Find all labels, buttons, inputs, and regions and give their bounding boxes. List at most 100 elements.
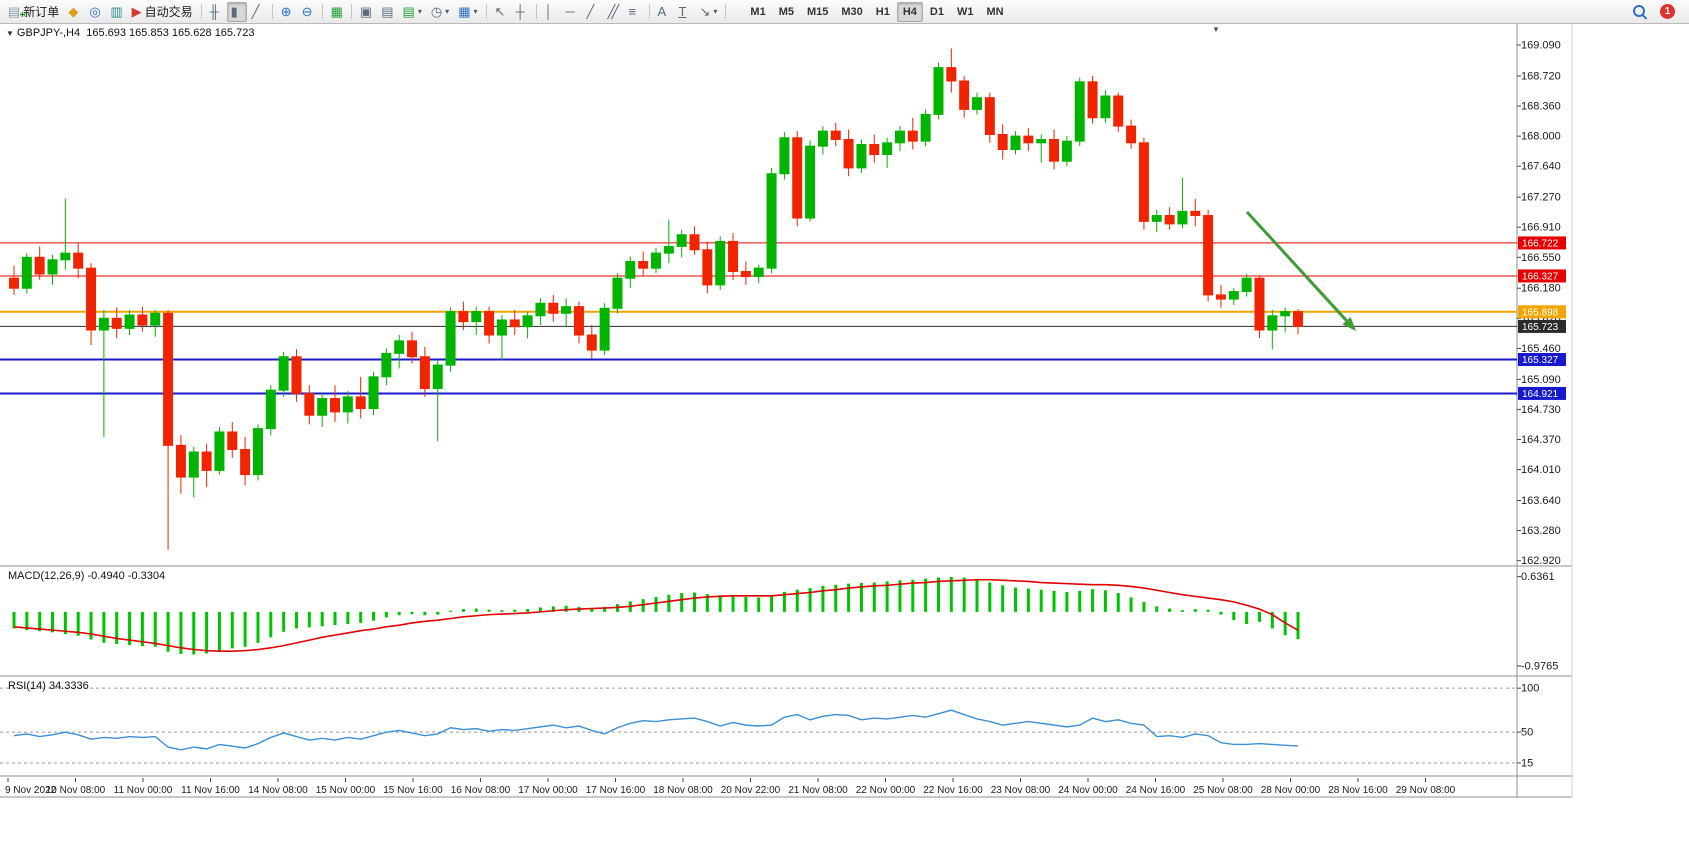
macd-histogram-bar: [217, 611, 221, 651]
notification-badge[interactable]: 1: [1660, 4, 1675, 19]
candle-body: [73, 252, 84, 269]
candle-body: [291, 356, 302, 395]
macd-histogram-bar: [898, 580, 902, 612]
candle-body: [265, 389, 276, 430]
macd-histogram-bar: [795, 589, 799, 612]
trend-arrow[interactable]: [1245, 210, 1348, 322]
line-chart-button[interactable]: ╱: [248, 2, 268, 22]
timeframe-mn-button[interactable]: MN: [980, 2, 1009, 22]
fibonacci-button[interactable]: ≡: [625, 2, 645, 22]
metaeditor-button[interactable]: ◆: [64, 2, 84, 22]
price-axis-label: 164.010: [1521, 464, 1561, 476]
candle-body: [98, 317, 109, 331]
candle-body: [612, 277, 623, 309]
timeframe-toolbar: M1 M5 M15 M30 H1 H4 D1 W1 MN: [744, 1, 1009, 22]
price-axis-label: 166.910: [1521, 222, 1561, 234]
timeframe-m30-button[interactable]: M30: [835, 2, 868, 22]
chart-header: ▼ GBPJPY-,H4 165.693 165.853 165.628 165.…: [6, 27, 254, 39]
macd-histogram-bar: [564, 605, 568, 612]
macd-histogram-bar: [76, 611, 80, 636]
chevron-down-icon: ▾: [445, 6, 450, 16]
terminal-icon: ▥: [110, 4, 123, 19]
timeframe-m5-button[interactable]: M5: [773, 2, 800, 22]
candle-body: [355, 396, 366, 410]
timeframe-m15-button[interactable]: M15: [801, 2, 834, 22]
vertical-line-button[interactable]: │: [541, 2, 561, 22]
macd-histogram-bar: [461, 609, 465, 612]
candle-body: [1203, 215, 1214, 296]
one-click-trading-toggle[interactable]: ▼: [6, 29, 14, 38]
candle-body: [227, 431, 238, 451]
macd-histogram-bar: [1142, 601, 1146, 612]
trendline-button[interactable]: ╱: [583, 2, 603, 22]
toolbar-separator: [271, 4, 273, 19]
macd-histogram-bar: [410, 611, 414, 615]
candle-body: [997, 133, 1008, 151]
macd-histogram-bar: [603, 606, 607, 612]
macd-histogram-bar: [1206, 609, 1210, 612]
candle-body: [882, 142, 893, 156]
price-axis-label: 167.270: [1521, 192, 1561, 204]
zoom-out-button[interactable]: ⊖: [298, 2, 318, 22]
price-axis-label: 166.180: [1521, 283, 1561, 295]
autotrading-button[interactable]: ▶ 自动交易: [128, 2, 197, 22]
candle-body: [1215, 294, 1226, 300]
cursor-button[interactable]: ↖: [491, 2, 511, 22]
text-button[interactable]: A: [654, 2, 674, 22]
indicators-button[interactable]: ▦: [327, 2, 347, 22]
arrow-icon: ↘: [699, 4, 711, 19]
price-tag: [1518, 386, 1566, 400]
search-icon: [1632, 4, 1647, 19]
time-axis-label: 16 Nov 08:00: [451, 785, 511, 796]
macd-histogram-bar: [782, 591, 786, 612]
macd-histogram-bar: [1257, 611, 1261, 622]
price-tag: [1518, 305, 1566, 319]
bar-chart-button[interactable]: ╫: [206, 2, 226, 22]
chart-shift-marker[interactable]: ▼: [1212, 25, 1220, 34]
time-axis-label: 24 Nov 16:00: [1126, 785, 1186, 796]
candle-body: [984, 97, 995, 135]
terminal-button[interactable]: ▥: [106, 2, 126, 22]
new-order-button[interactable]: ▤ + 新订单: [4, 2, 63, 22]
rsi-line: [13, 709, 1299, 751]
timeframe-h4-button[interactable]: H4: [896, 1, 923, 22]
price-tag: [1518, 236, 1566, 250]
cascade-windows-button[interactable]: ▤: [377, 2, 397, 22]
macd-histogram-bar: [1065, 591, 1069, 612]
trend-arrow-head[interactable]: [1342, 316, 1356, 331]
candle-body: [86, 267, 97, 331]
text-label-button[interactable]: T: [675, 2, 695, 22]
timeframe-h1-button[interactable]: H1: [870, 2, 896, 22]
horizontal-line-button[interactable]: ─: [562, 2, 582, 22]
crosshair-button[interactable]: ┼: [512, 2, 532, 22]
time-axis-label: 11 Nov 00:00: [114, 785, 173, 796]
price-tag-label: 165.723: [1522, 322, 1559, 333]
time-axis-label: 22 Nov 00:00: [856, 785, 916, 796]
macd-histogram-bar: [320, 611, 324, 627]
search-button[interactable]: [1628, 2, 1651, 22]
channel-button[interactable]: ╱╱: [604, 2, 624, 22]
timeframe-m1-button[interactable]: M1: [744, 2, 771, 22]
new-chart-button[interactable]: ▤ ▾: [399, 2, 426, 22]
zoom-in-button[interactable]: ⊕: [277, 2, 297, 22]
navigator-button[interactable]: ◎: [85, 2, 105, 22]
timeframe-d1-button[interactable]: D1: [924, 2, 950, 22]
candle-body: [740, 271, 751, 278]
candle-body: [34, 256, 45, 275]
timeframe-w1-button[interactable]: W1: [951, 2, 980, 22]
candle-body: [394, 340, 405, 354]
candle-body: [1138, 142, 1149, 222]
templates-button[interactable]: ▦ ▾: [454, 2, 481, 22]
macd-histogram-bar: [346, 611, 350, 625]
rsi-axis-label: 50: [1521, 727, 1533, 739]
macd-histogram-bar: [38, 611, 42, 632]
price-axis-label: 162.920: [1521, 555, 1561, 567]
time-axis-label: 20 Nov 22:00: [721, 785, 781, 796]
time-axis-label: 22 Nov 16:00: [923, 785, 983, 796]
periods-button[interactable]: ◷ ▾: [427, 2, 453, 22]
arrows-button[interactable]: ↘ ▾: [696, 2, 722, 22]
candlestick-chart-button[interactable]: ▮: [226, 1, 247, 22]
bar-chart-icon: ╫: [209, 4, 219, 19]
tile-windows-button[interactable]: ▣: [356, 2, 376, 22]
